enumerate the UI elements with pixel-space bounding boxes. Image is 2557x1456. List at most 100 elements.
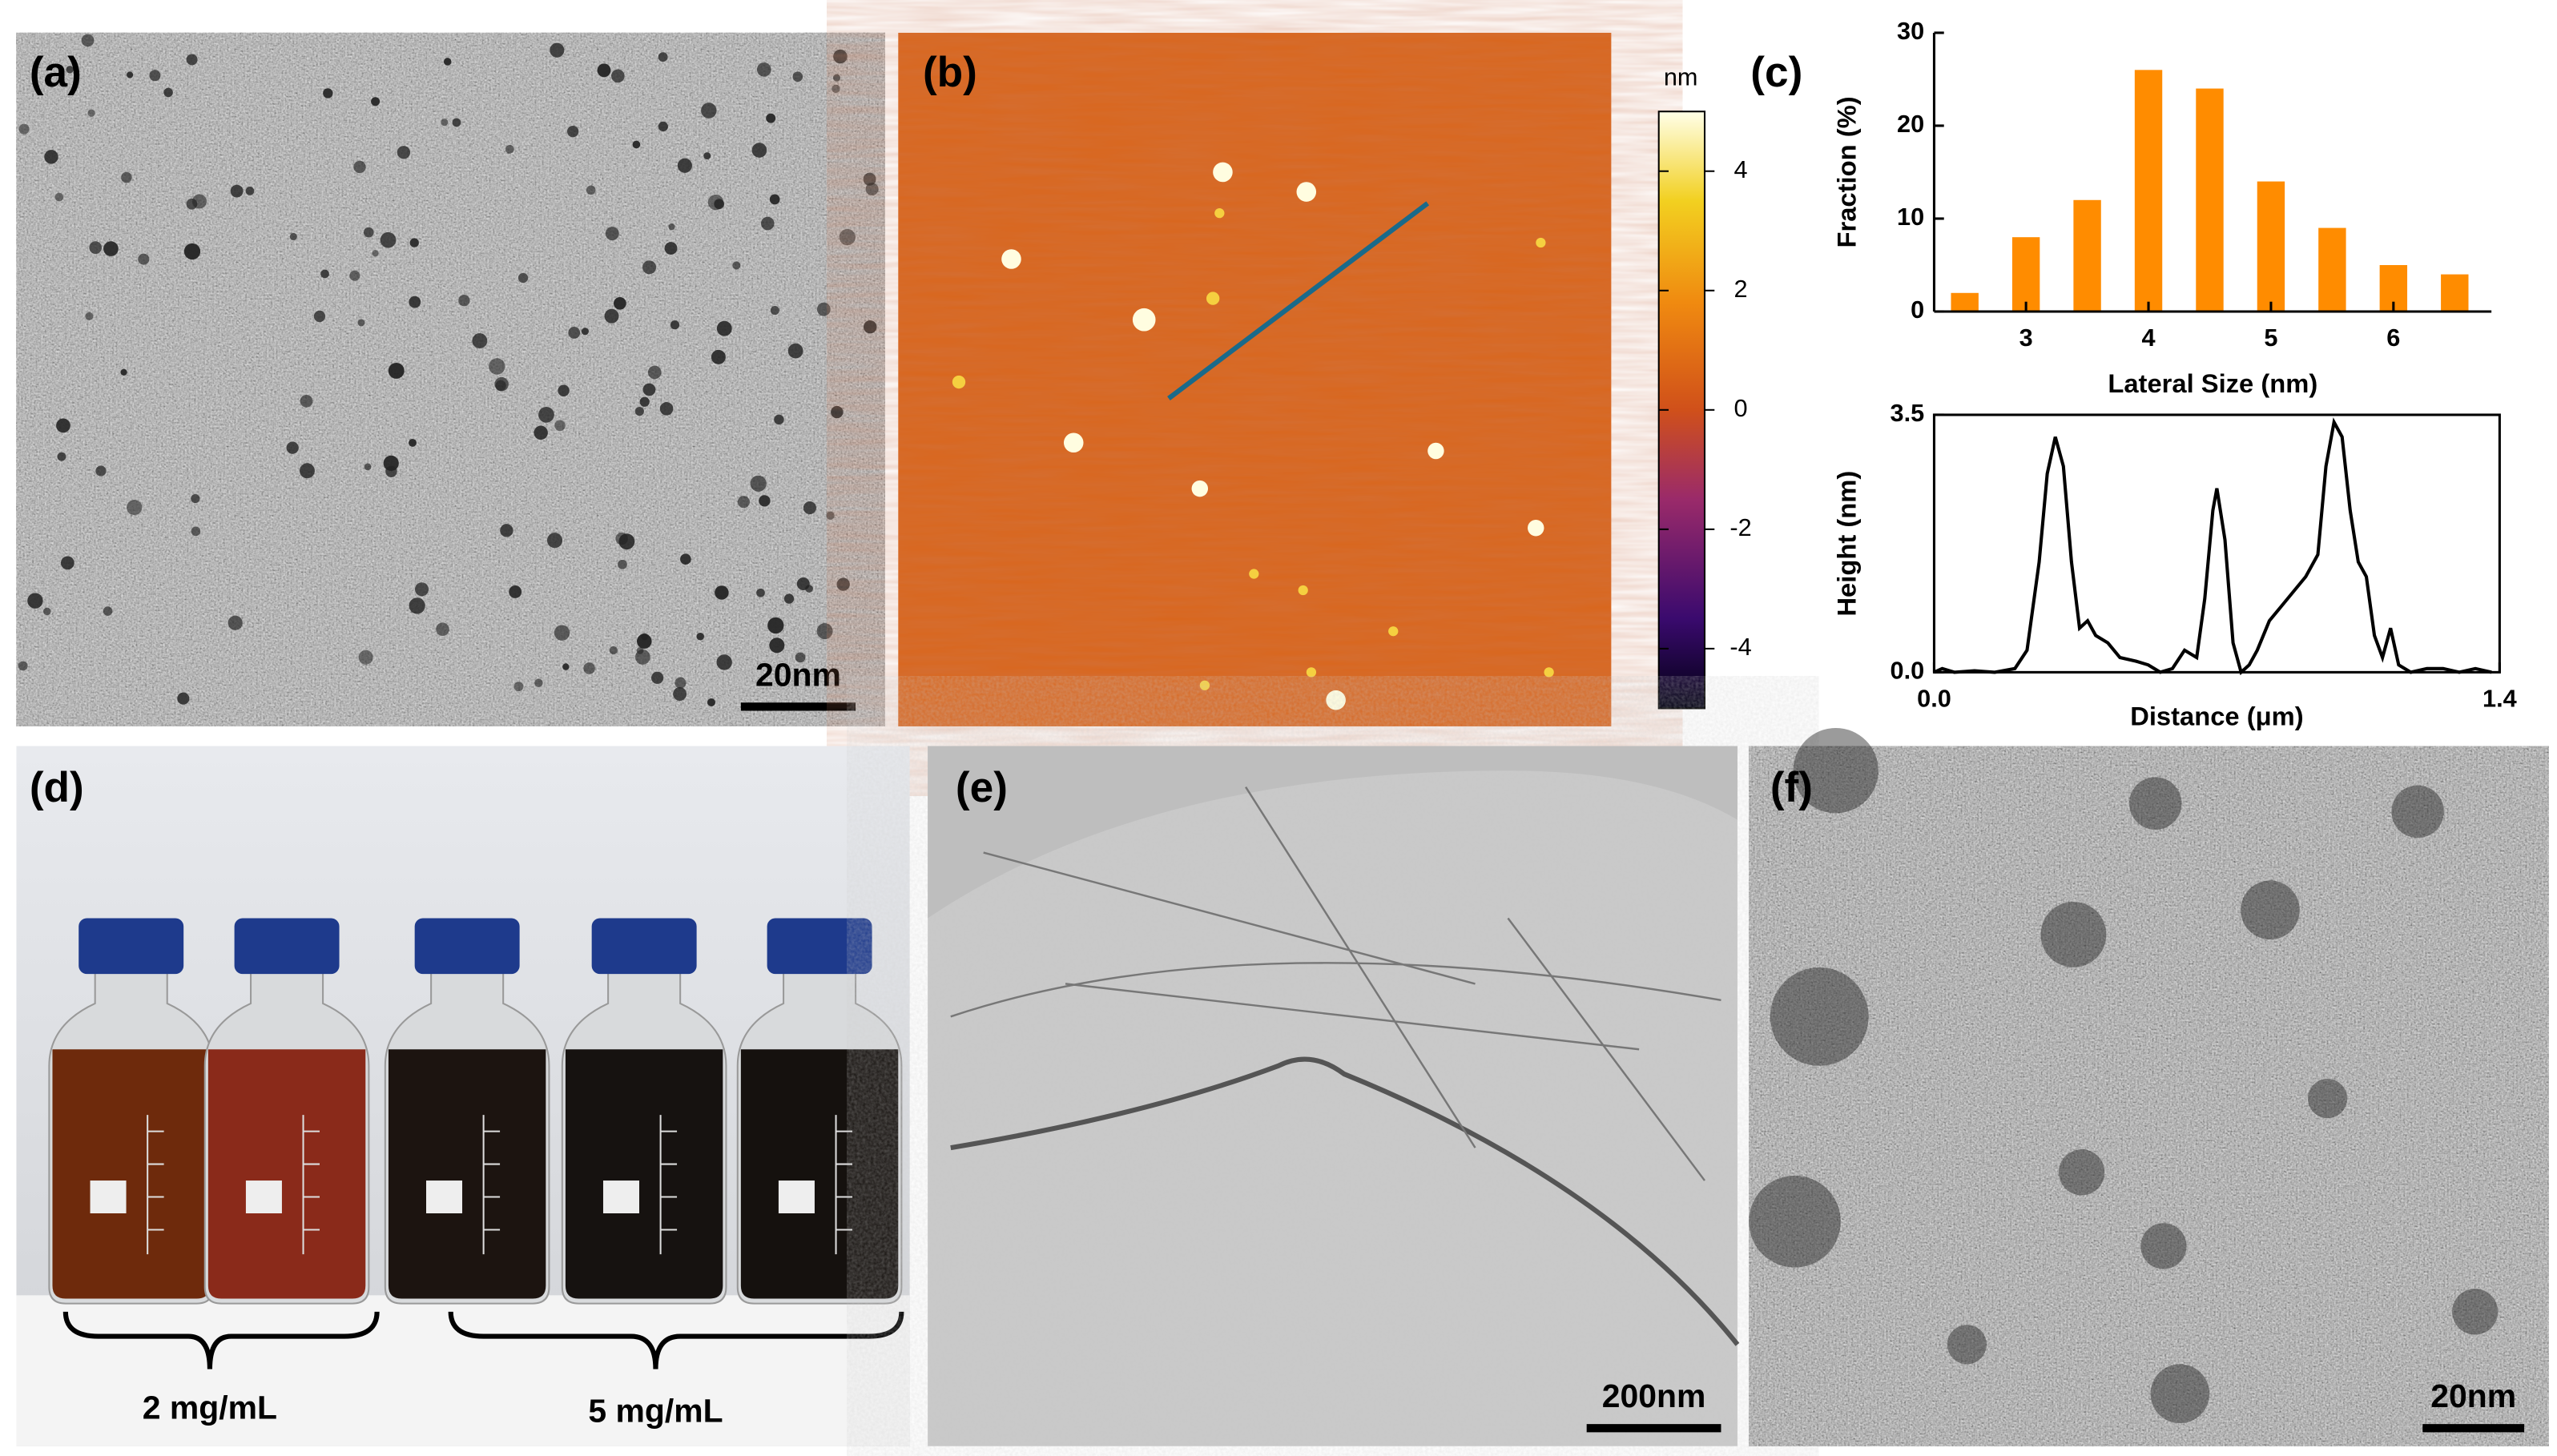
particle (756, 62, 771, 77)
particle (865, 183, 879, 196)
particle (659, 402, 674, 416)
particle (756, 588, 765, 597)
particle (558, 384, 570, 396)
particle (103, 241, 119, 256)
particle (2128, 777, 2182, 830)
particle (613, 296, 626, 310)
particle (452, 118, 461, 127)
particle (586, 185, 596, 195)
particle (677, 158, 692, 173)
afm-particle (1427, 442, 1444, 460)
bracket (62, 1311, 380, 1370)
bar (2196, 88, 2224, 312)
particle (186, 198, 198, 210)
particle (668, 223, 675, 231)
particle (816, 302, 831, 316)
colorbar-tick-label: 2 (1734, 275, 1747, 303)
particle (517, 272, 529, 284)
tem-texture (16, 32, 885, 726)
particle (792, 71, 803, 82)
bottle-cap (234, 918, 340, 975)
particle (1947, 1325, 1987, 1365)
particle (436, 622, 449, 637)
particle (554, 625, 570, 641)
bottle-label (778, 1180, 815, 1213)
x-tick-label: 0.0 (1917, 684, 1951, 712)
particle (299, 463, 315, 479)
particle (760, 216, 775, 231)
tem-texture (928, 746, 1738, 1446)
particle (795, 652, 806, 663)
particle (715, 585, 729, 600)
particle (320, 269, 329, 279)
particle (832, 84, 840, 94)
particle (770, 306, 779, 316)
tem-texture (1749, 746, 2549, 1446)
particle (363, 227, 374, 238)
particle (27, 593, 43, 609)
bar (2257, 181, 2285, 312)
particle (642, 383, 656, 396)
colorbar-unit: nm (1664, 62, 1698, 90)
afm-particle (1213, 162, 1233, 183)
particle (2452, 1289, 2499, 1335)
particle (833, 49, 848, 64)
panel-label: (b) (923, 49, 977, 96)
particle (349, 270, 360, 281)
particle (95, 465, 107, 477)
particle (81, 34, 95, 47)
bar (2318, 227, 2346, 312)
afm-particle (952, 375, 966, 389)
particle (769, 194, 780, 205)
particle (505, 144, 514, 154)
particle (103, 606, 113, 616)
bottle-liquid (207, 1049, 366, 1299)
particle (357, 319, 365, 327)
film-edge (928, 746, 1738, 919)
particle (87, 109, 95, 117)
particle (703, 152, 711, 160)
bottle-liquid (565, 1049, 723, 1299)
particle (409, 438, 417, 447)
particle (783, 593, 795, 604)
graduations (659, 1115, 678, 1255)
particle (2307, 1079, 2348, 1119)
particle (639, 396, 650, 407)
x-axis-label: Lateral Size (nm) (2108, 368, 2317, 398)
panel-label: (a) (30, 49, 82, 96)
particle (839, 228, 856, 246)
particle (642, 260, 657, 275)
afm-particle (1296, 182, 1317, 202)
afm-particle (1249, 569, 1259, 579)
particle (383, 455, 399, 472)
particle (680, 553, 691, 565)
bottle-liquid (52, 1049, 210, 1299)
colorbar-tick-label: 4 (1734, 155, 1747, 183)
particle (1749, 1175, 1841, 1268)
particle (228, 615, 243, 630)
afm-particle (1544, 667, 1554, 678)
particle (769, 638, 785, 654)
afm-particle (1306, 667, 1317, 678)
scale-bar-label: 200nm (1602, 1378, 1706, 1414)
particle (494, 376, 509, 392)
particle (583, 662, 595, 674)
afm-particle (1199, 680, 1210, 690)
particle (323, 88, 333, 99)
particle (60, 556, 74, 570)
particle (126, 71, 134, 78)
bar (1951, 292, 1979, 312)
bottle-liquid (388, 1049, 546, 1299)
particles (18, 34, 879, 707)
particle (651, 671, 664, 684)
afm-texture (898, 32, 1612, 726)
particle (57, 452, 66, 461)
axes-box (1932, 413, 2501, 674)
particle (509, 585, 522, 598)
x-axis-label: Distance (μm) (2130, 701, 2303, 730)
particle (18, 661, 28, 671)
particle (18, 123, 30, 135)
particle (615, 532, 628, 545)
afm-particles (952, 162, 1554, 710)
particle (2040, 902, 2107, 967)
